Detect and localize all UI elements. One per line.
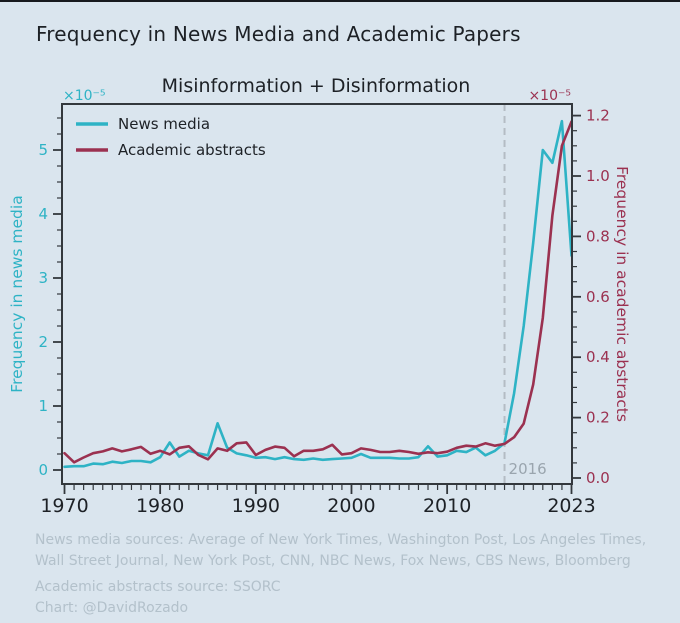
vline-2016-label: 2016	[509, 460, 547, 478]
footer-credit: Chart: @DavidRozado	[35, 600, 189, 616]
chart-subtitle: Misinformation + Disinformation	[162, 75, 471, 97]
left-axis: 0 1 2 3 4 5 Frequency in news media ×10⁻⁵	[8, 88, 106, 479]
right-axis-tick-label: 0.8	[586, 227, 610, 245]
left-axis-title: Frequency in news media	[8, 195, 26, 392]
right-axis-tick-label: 1.0	[586, 167, 610, 185]
x-axis-tick-label: 2010	[423, 495, 471, 517]
left-axis-tick-label: 3	[38, 269, 48, 287]
right-axis-tick-label: 0.6	[586, 288, 610, 306]
right-axis-tick-label: 0.0	[586, 469, 610, 487]
x-axis-tick-label: 1980	[136, 495, 184, 517]
right-axis-offset-label: ×10⁻⁵	[528, 88, 571, 104]
x-axis-tick-label: 1970	[40, 495, 88, 517]
right-axis: 0.0 0.2 0.4 0.6 0.8 1.0 1.2 Frequency in academ…	[528, 88, 631, 487]
right-axis-title: Frequency in academic abstracts	[613, 166, 631, 422]
series-line-academic-abstracts	[63, 120, 573, 464]
x-axis: 1970 1980 1990 2000 2010 2023	[40, 484, 596, 517]
legend-label-news-media: News media	[118, 115, 210, 133]
footer-news-sources-line2: Wall Street Journal, New York Post, CNN,…	[35, 553, 631, 569]
plot-border	[61, 103, 573, 485]
footer-news-sources-line1: News media sources: Average of New York …	[35, 532, 647, 548]
series-line-news-media	[63, 119, 573, 469]
right-axis-tick-label: 1.2	[586, 107, 610, 125]
legend-label-academic-abstracts: Academic abstracts	[118, 141, 266, 159]
legend: News media Academic abstracts	[76, 115, 266, 159]
left-axis-offset-label: ×10⁻⁵	[63, 88, 106, 104]
footer: News media sources: Average of New York …	[35, 530, 646, 619]
left-axis-tick-label: 5	[38, 141, 48, 159]
left-axis-tick-label: 0	[38, 461, 48, 479]
x-axis-tick-label: 2000	[327, 495, 375, 517]
right-axis-tick-label: 0.4	[586, 348, 610, 366]
footer-academic-source: Academic abstracts source: SSORC	[35, 579, 281, 595]
left-axis-tick-label: 1	[38, 397, 48, 415]
left-axis-tick-label: 2	[38, 333, 48, 351]
x-axis-tick-label: 1990	[232, 495, 280, 517]
page-title: Frequency in News Media and Academic Pap…	[36, 22, 521, 46]
left-axis-tick-label: 4	[38, 205, 48, 223]
screenshot-top-edge	[0, 0, 680, 2]
x-axis-tick-label: 2023	[547, 495, 595, 517]
right-axis-tick-label: 0.2	[586, 409, 610, 427]
